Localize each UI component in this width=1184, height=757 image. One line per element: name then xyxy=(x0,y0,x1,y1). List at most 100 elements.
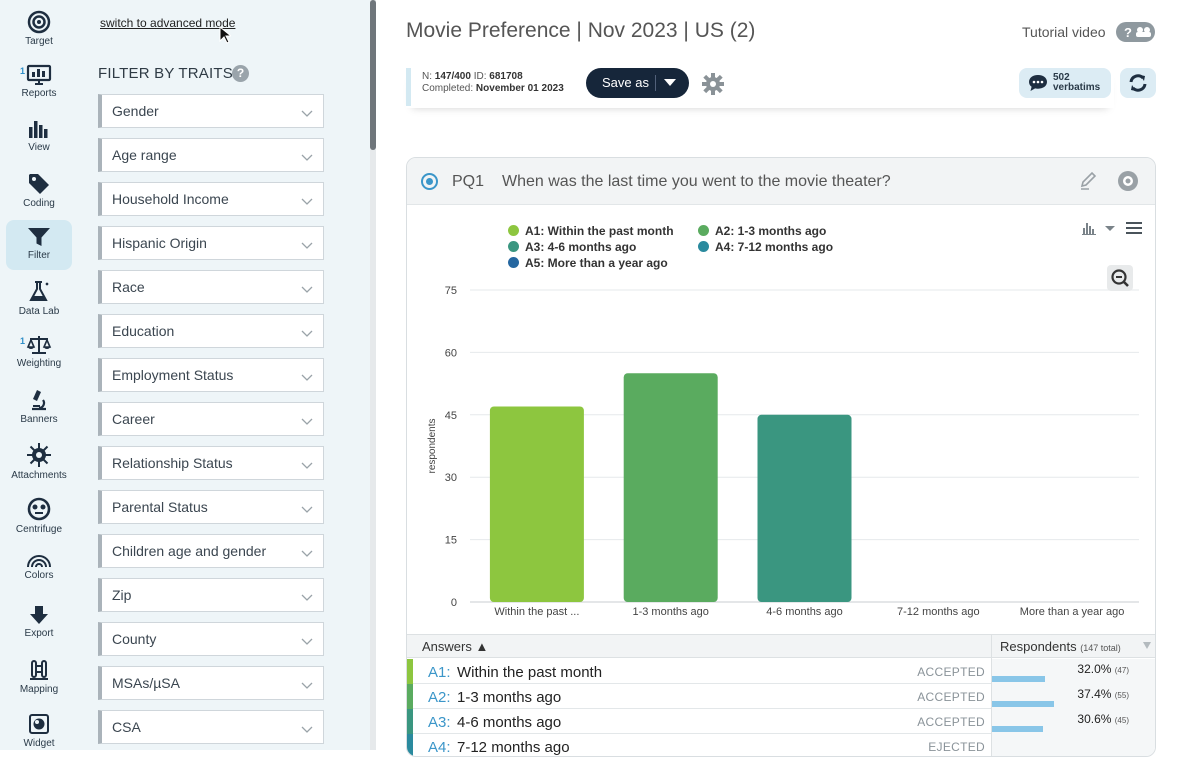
tutorial-video-link[interactable]: Tutorial video xyxy=(1022,24,1106,40)
pencil-icon[interactable] xyxy=(1079,171,1099,196)
trait-dropdown[interactable]: Relationship Status xyxy=(98,446,324,480)
bar[interactable] xyxy=(757,414,852,602)
x-tick-label: More than a year ago xyxy=(1020,606,1125,618)
answer-status[interactable]: ACCEPTED xyxy=(917,690,985,704)
chevron-down-icon xyxy=(301,590,313,602)
trait-label: Career xyxy=(112,411,155,427)
question-options-icon[interactable] xyxy=(1117,170,1139,197)
x-tick-label: 7-12 months ago xyxy=(897,606,980,618)
y-tick-label: 45 xyxy=(445,410,457,422)
nav-item-colors[interactable]: Colors xyxy=(6,544,72,594)
legend-item-a2[interactable]: A2: 1-3 months ago xyxy=(698,224,826,238)
trait-dropdown[interactable]: Children age and gender xyxy=(98,534,324,568)
flask-icon xyxy=(6,280,72,304)
table-row[interactable]: A1: Within the past month ACCEPTED 32.0% (4… xyxy=(407,659,1155,684)
caret-down-icon[interactable] xyxy=(1143,642,1151,649)
respondents-header-label: Respondents (147 total) xyxy=(1000,639,1121,654)
answer-pct-value: 30.6% xyxy=(1077,712,1112,726)
chevron-down-icon xyxy=(301,326,313,338)
trait-dropdown[interactable]: Hispanic Origin xyxy=(98,226,324,260)
survey-info-bar: N: 147/400 ID: 681708 Completed: Novembe… xyxy=(406,68,1114,108)
answer-text: 1-3 months ago xyxy=(457,689,562,706)
nav-item-data-lab[interactable]: Data Lab xyxy=(6,274,72,324)
verbatims-count: 502 xyxy=(1053,72,1070,83)
trait-label: Gender xyxy=(112,103,159,119)
chevron-down-icon xyxy=(301,634,313,646)
trait-dropdown[interactable]: Employment Status xyxy=(98,358,324,392)
trait-dropdown[interactable]: CSA xyxy=(98,710,324,744)
legend-dot xyxy=(508,257,519,268)
trait-dropdown[interactable]: Age range xyxy=(98,138,324,172)
zoom-out-icon[interactable] xyxy=(1107,265,1133,291)
scrollbar-track[interactable] xyxy=(370,0,376,750)
trait-dropdown[interactable]: Race xyxy=(98,270,324,304)
legend-item-a1[interactable]: A1: Within the past month xyxy=(508,224,674,238)
trait-dropdown[interactable]: Household Income xyxy=(98,182,324,216)
nav-item-widget[interactable]: Widget xyxy=(6,706,72,756)
speech-bubble-icon xyxy=(1029,75,1047,91)
verbatims-label: verbatims xyxy=(1053,82,1101,93)
legend-item-a3[interactable]: A3: 4-6 months ago xyxy=(508,240,636,254)
nav-item-label: View xyxy=(28,142,50,153)
nav-item-export[interactable]: Export xyxy=(6,598,72,648)
nav-item-reports[interactable]: 1 Reports xyxy=(6,58,72,108)
save-as-button[interactable]: Save as xyxy=(586,68,689,98)
chevron-down-icon xyxy=(301,678,313,690)
bar[interactable] xyxy=(489,406,584,602)
scrollbar-thumb[interactable] xyxy=(370,0,376,150)
nav-item-centrifuge[interactable]: Centrifuge xyxy=(6,490,72,540)
trait-label: Age range xyxy=(112,147,177,163)
legend-item-a4[interactable]: A4: 7-12 months ago xyxy=(698,240,833,254)
trait-dropdown[interactable]: Parental Status xyxy=(98,490,324,524)
trait-label: Education xyxy=(112,323,175,339)
y-tick-label: 0 xyxy=(451,597,457,609)
gear-icon[interactable] xyxy=(702,73,724,100)
nav-item-view[interactable]: View xyxy=(6,112,72,162)
trait-dropdown[interactable]: County xyxy=(98,622,324,656)
trait-dropdown[interactable]: Zip xyxy=(98,578,324,612)
answer-status[interactable]: ACCEPTED xyxy=(917,665,985,679)
trait-dropdown[interactable]: MSAs/µSA xyxy=(98,666,324,700)
table-row[interactable]: A4: 7-12 months ago EJECTED xyxy=(407,734,1155,756)
switch-advanced-link[interactable]: switch to advanced mode xyxy=(100,16,236,30)
filter-title: FILTER BY TRAITS xyxy=(98,65,233,82)
question-select-radio[interactable] xyxy=(421,173,438,190)
nav-item-label: Target xyxy=(25,36,53,47)
answer-status[interactable]: ACCEPTED xyxy=(917,715,985,729)
chart-type-dropdown-icon[interactable] xyxy=(1081,220,1117,241)
verbatims-button[interactable]: 502 verbatims xyxy=(1019,68,1111,98)
bar[interactable] xyxy=(623,373,718,602)
reports-icon xyxy=(6,64,72,86)
nav-item-label: Filter xyxy=(27,250,51,261)
trait-dropdown[interactable]: Education xyxy=(98,314,324,348)
table-row[interactable]: A3: 4-6 months ago ACCEPTED 30.6% (45) xyxy=(407,709,1155,734)
nav-item-mapping[interactable]: Mapping xyxy=(6,652,72,702)
trait-dropdown[interactable]: Career xyxy=(98,402,324,436)
nav-item-label: Reports xyxy=(21,88,57,99)
respondents-header[interactable]: Respondents (147 total) xyxy=(991,635,1155,659)
nav-item-filter[interactable]: Filter xyxy=(6,220,72,270)
legend-item-a5[interactable]: A5: More than a year ago xyxy=(508,256,668,270)
answer-count: (55) xyxy=(1114,691,1129,700)
y-tick-label: 15 xyxy=(445,535,457,547)
chevron-down-icon xyxy=(301,370,313,382)
funnel-icon xyxy=(6,226,72,248)
nav-item-banners[interactable]: Banners xyxy=(6,382,72,432)
menu-icon[interactable] xyxy=(1125,220,1143,241)
table-row[interactable]: A2: 1-3 months ago ACCEPTED 37.4% (55) xyxy=(407,684,1155,709)
nav-item-weighting[interactable]: 1 Weighting xyxy=(6,328,72,378)
refresh-button[interactable] xyxy=(1120,68,1156,98)
nav-item-coding[interactable]: Coding xyxy=(6,166,72,216)
question-header: PQ1 When was the last time you went to t… xyxy=(407,158,1155,205)
nav-item-attachments[interactable]: Attachments xyxy=(6,436,72,486)
answer-status[interactable]: EJECTED xyxy=(928,740,985,754)
completed-label: Completed: xyxy=(422,83,474,94)
answer-text: Within the past month xyxy=(457,664,603,681)
caret-down-icon[interactable] xyxy=(664,79,676,86)
answer-code: A4: xyxy=(428,739,451,756)
answers-sort-header[interactable]: Answers ▲ xyxy=(422,639,489,654)
trait-dropdown[interactable]: Gender xyxy=(98,94,324,128)
tutorial-video-icon[interactable]: ? xyxy=(1116,22,1155,42)
nav-item-target[interactable]: Target xyxy=(6,4,72,54)
help-icon[interactable]: ? xyxy=(232,65,249,82)
